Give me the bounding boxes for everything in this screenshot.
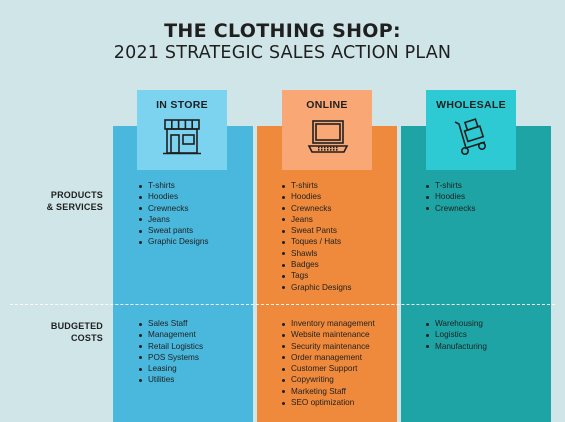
column-instore — [113, 126, 253, 422]
products-instore-list: T-shirts Hoodies Crewnecks Jeans Sweat p… — [138, 180, 209, 248]
header-wholesale: WHOLESALE — [426, 90, 516, 170]
list-item: Logistics — [425, 329, 487, 340]
list-item: Order management — [281, 352, 375, 363]
list-item: Crewnecks — [281, 203, 352, 214]
row-label-costs-line1: BUDGETED — [50, 321, 103, 331]
header-wholesale-label: WHOLESALE — [436, 99, 506, 111]
list-item: Retail Logistics — [138, 341, 203, 352]
list-item: Copywriting — [281, 374, 375, 385]
list-item: Hoodies — [138, 191, 209, 202]
list-item: Jeans — [281, 214, 352, 225]
column-online — [257, 126, 397, 422]
header-online: ONLINE — [282, 90, 372, 170]
list-item: Sales Staff — [138, 318, 203, 329]
column-wholesale — [401, 126, 551, 422]
header-instore: IN STORE — [137, 90, 227, 170]
list-item: SEO optimization — [281, 397, 375, 408]
list-item: Security maintenance — [281, 341, 375, 352]
list-item: Website maintenance — [281, 329, 375, 340]
list-item: Shawls — [281, 248, 352, 259]
page-title: THE CLOTHING SHOP: — [164, 20, 401, 42]
list-item: Sweat pants — [138, 225, 209, 236]
header-online-label: ONLINE — [306, 99, 348, 111]
list-item: Marketing Staff — [281, 386, 375, 397]
header-instore-label: IN STORE — [156, 99, 208, 111]
list-item: Warehousing — [425, 318, 487, 329]
hand-truck-icon — [454, 118, 486, 155]
list-item: Hoodies — [281, 191, 352, 202]
list-item: Leasing — [138, 363, 203, 374]
list-item: POS Systems — [138, 352, 203, 363]
row-label-products-line2: & SERVICES — [46, 202, 103, 212]
list-item: Hoodies — [425, 191, 476, 202]
list-item: Inventory management — [281, 318, 375, 329]
list-item: T-shirts — [138, 180, 209, 191]
list-item: T-shirts — [281, 180, 352, 191]
list-item: Manufacturing — [425, 341, 487, 352]
costs-instore-list: Sales Staff Management Retail Logistics … — [138, 318, 203, 386]
list-item: Crewnecks — [138, 203, 209, 214]
list-item: Graphic Designs — [138, 236, 209, 247]
list-item: Management — [138, 329, 203, 340]
row-divider — [10, 304, 555, 305]
list-item: Sweat Pants — [281, 225, 352, 236]
products-online-list: T-shirts Hoodies Crewnecks Jeans Sweat P… — [281, 180, 352, 293]
row-label-products: PRODUCTS & SERVICES — [47, 189, 103, 213]
row-label-costs: BUDGETED COSTS — [51, 320, 103, 344]
list-item: Crewnecks — [425, 203, 476, 214]
page-subtitle: 2021 STRATEGIC SALES ACTION PLAN — [113, 43, 452, 63]
list-item: Tags — [281, 270, 352, 281]
row-label-costs-line2: COSTS — [70, 333, 103, 343]
storefront-icon — [163, 119, 201, 155]
list-item: Jeans — [138, 214, 209, 225]
list-item: T-shirts — [425, 180, 476, 191]
costs-online-list: Inventory management Website maintenance… — [281, 318, 375, 408]
list-item: Badges — [281, 259, 352, 270]
row-label-products-line1: PRODUCTS — [50, 190, 103, 200]
list-item: Graphic Designs — [281, 282, 352, 293]
list-item: Customer Support — [281, 363, 375, 374]
laptop-icon — [307, 120, 349, 153]
costs-wholesale-list: Warehousing Logistics Manufacturing — [425, 318, 487, 352]
products-wholesale-list: T-shirts Hoodies Crewnecks — [425, 180, 476, 214]
list-item: Utilities — [138, 374, 203, 385]
list-item: Toques / Hats — [281, 236, 352, 247]
